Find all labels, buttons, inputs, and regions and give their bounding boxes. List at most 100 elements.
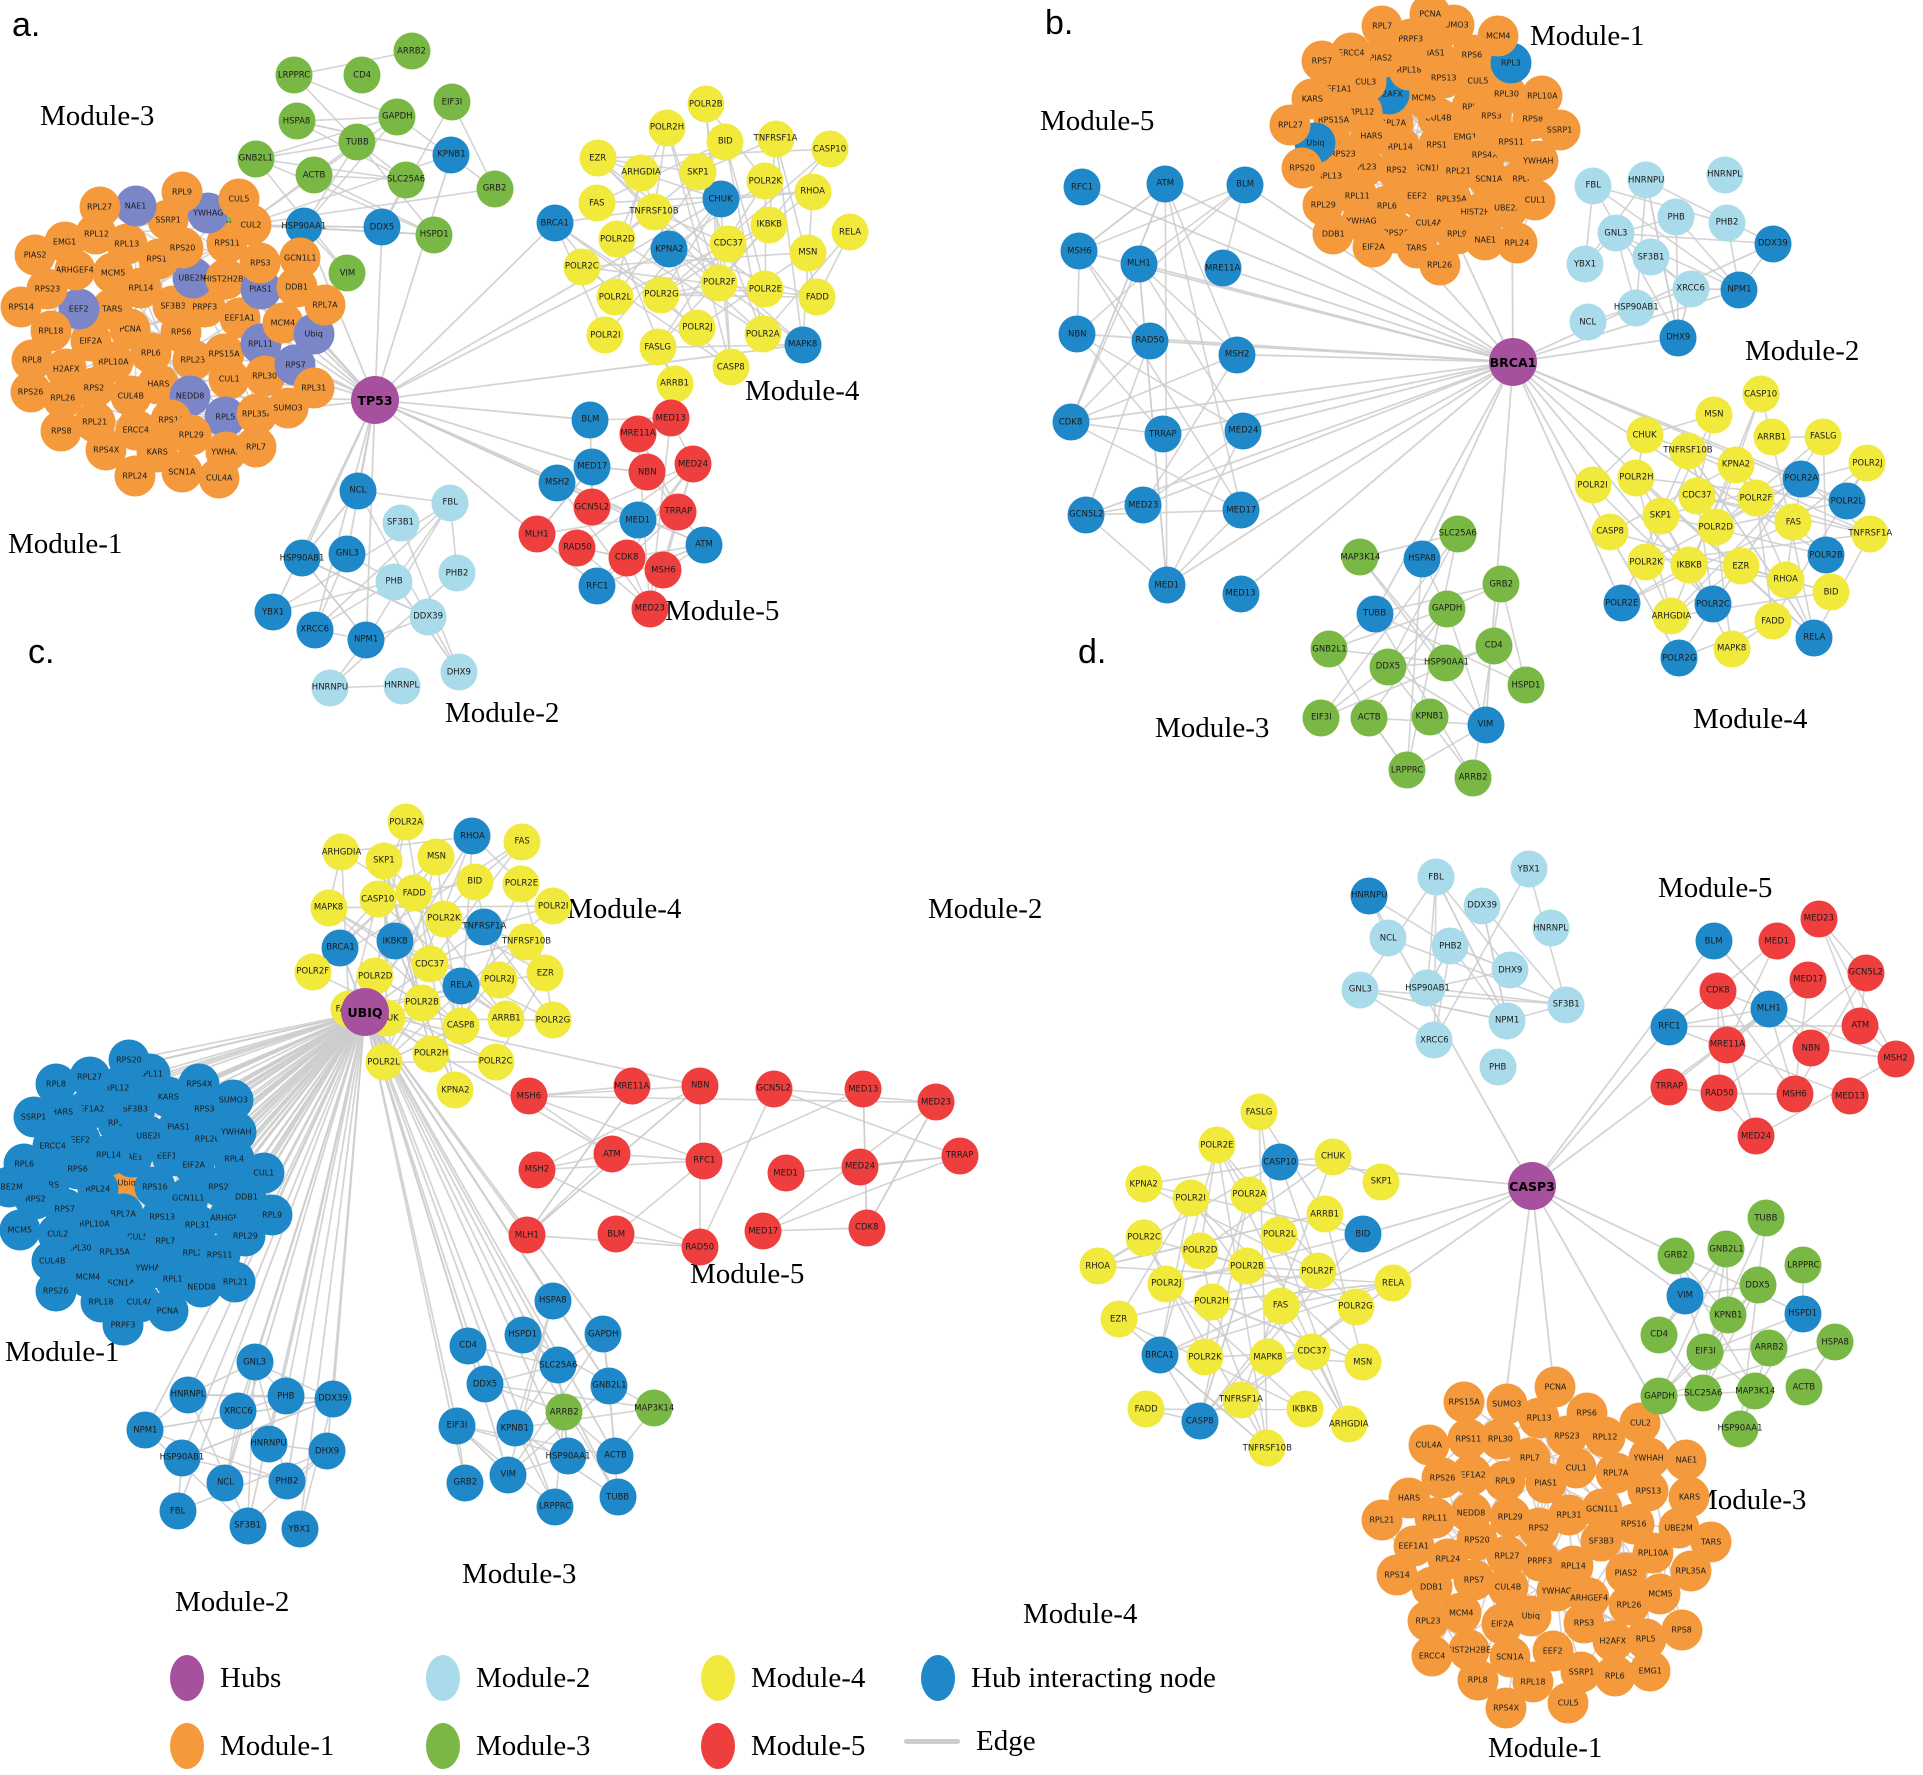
node-BRCA1[interactable]: BRCA1 bbox=[1141, 1336, 1179, 1374]
node-RFC1[interactable]: RFC1 bbox=[1063, 168, 1101, 206]
node-HSP90AB1[interactable]: HSP90AB1 bbox=[1405, 969, 1450, 1007]
node-POLR2L[interactable]: POLR2L bbox=[1260, 1216, 1298, 1254]
node-CD4[interactable]: CD4 bbox=[343, 56, 381, 94]
node-RAD50[interactable]: RAD50 bbox=[681, 1228, 719, 1266]
node-POLR2E[interactable]: POLR2E bbox=[746, 270, 784, 308]
node-MED13[interactable]: MED13 bbox=[1831, 1077, 1869, 1115]
node-RHOA[interactable]: RHOA bbox=[453, 817, 491, 855]
node-PCNA[interactable]: PCNA bbox=[1534, 1366, 1576, 1408]
node-XRCC6[interactable]: XRCC6 bbox=[219, 1392, 257, 1430]
node-FASLG[interactable]: FASLG bbox=[1804, 418, 1842, 455]
node-GAPDH[interactable]: GAPDH bbox=[1640, 1377, 1678, 1415]
node-ARRB2[interactable]: ARRB2 bbox=[1454, 759, 1492, 797]
node-GNB2L1[interactable]: GNB2L1 bbox=[237, 140, 275, 178]
node-GNL3[interactable]: GNL3 bbox=[1597, 214, 1635, 252]
node-EIF3I[interactable]: EIF3I bbox=[1686, 1333, 1724, 1371]
node-KPNB1[interactable]: KPNB1 bbox=[1411, 698, 1449, 736]
node-SUMO3[interactable]: SUMO3 bbox=[212, 1079, 254, 1121]
node-MRE11A[interactable]: MRE11A bbox=[613, 1067, 651, 1105]
node-HSPA8[interactable]: HSPA8 bbox=[1403, 540, 1441, 578]
node-DDB1[interactable]: DDB1 bbox=[1411, 1566, 1452, 1608]
node-KARS[interactable]: KARS bbox=[1668, 1476, 1710, 1518]
node-MED1[interactable]: MED1 bbox=[767, 1154, 805, 1192]
node-HNRNPL[interactable]: HNRNPL bbox=[383, 667, 421, 705]
node-LRPPRC[interactable]: LRPPRC bbox=[536, 1488, 574, 1526]
node-BLM[interactable]: BLM bbox=[597, 1215, 635, 1253]
node-MED13[interactable]: MED13 bbox=[844, 1070, 882, 1108]
node-RPL7[interactable]: RPL7 bbox=[1361, 5, 1403, 47]
node-MSH2[interactable]: MSH2 bbox=[518, 1151, 556, 1189]
node-HNRNPU[interactable]: HNRNPU bbox=[1627, 161, 1665, 199]
node-ARRB2[interactable]: ARRB2 bbox=[545, 1393, 583, 1431]
node-HSP90AB1[interactable]: HSP90AB1 bbox=[280, 539, 324, 577]
node-POLR2G[interactable]: POLR2G bbox=[534, 1001, 572, 1039]
node-POLR2K[interactable]: POLR2K bbox=[1627, 543, 1665, 581]
node-MED13[interactable]: MED13 bbox=[652, 399, 690, 437]
node-SF3B1[interactable]: SF3B1 bbox=[1547, 986, 1585, 1024]
node-BLM[interactable]: BLM bbox=[1226, 166, 1264, 204]
node-CUL5[interactable]: CUL5 bbox=[218, 178, 260, 220]
node-DDX5[interactable]: DDX5 bbox=[466, 1365, 504, 1403]
node-IKBKB[interactable]: IKBKB bbox=[1286, 1390, 1324, 1428]
node-MED23[interactable]: MED23 bbox=[631, 590, 669, 627]
node-POLR2F[interactable]: POLR2F bbox=[1299, 1252, 1337, 1290]
node-DDX5[interactable]: DDX5 bbox=[1739, 1266, 1777, 1304]
node-RPS7[interactable]: RPS7 bbox=[1301, 40, 1343, 82]
node-PHB[interactable]: PHB bbox=[1657, 198, 1695, 236]
node-HSPD1[interactable]: HSPD1 bbox=[415, 216, 453, 254]
node-GCN5L2[interactable]: GCN5L2 bbox=[755, 1070, 793, 1108]
node-DDX39[interactable]: DDX39 bbox=[1463, 887, 1501, 925]
node-ATM[interactable]: ATM bbox=[593, 1135, 631, 1173]
node-XRCC6[interactable]: XRCC6 bbox=[1672, 270, 1710, 308]
node-XRCC6[interactable]: XRCC6 bbox=[1415, 1021, 1453, 1059]
node-NBN[interactable]: NBN bbox=[628, 453, 666, 491]
node-FASLG[interactable]: FASLG bbox=[639, 328, 677, 366]
node-MSN[interactable]: MSN bbox=[1695, 396, 1733, 434]
node-POLR2K[interactable]: POLR2K bbox=[1186, 1338, 1224, 1376]
node-MED1[interactable]: MED1 bbox=[1148, 566, 1186, 604]
node-IKBKB[interactable]: IKBKB bbox=[750, 206, 788, 244]
node-ARHGDIA[interactable]: ARHGDIA bbox=[1329, 1405, 1369, 1443]
node-YBX1[interactable]: YBX1 bbox=[1566, 245, 1604, 283]
node-CASP8[interactable]: CASP8 bbox=[1181, 1402, 1219, 1440]
node-FBL[interactable]: FBL bbox=[431, 484, 469, 522]
node-DDX39[interactable]: DDX39 bbox=[1754, 225, 1792, 263]
node-EIF3I[interactable]: EIF3I bbox=[433, 83, 471, 121]
node-RPS11[interactable]: RPS11 bbox=[1447, 1418, 1489, 1460]
node-NEDD8[interactable]: NEDD8 bbox=[1450, 1492, 1492, 1534]
node-LRPPRC[interactable]: LRPPRC bbox=[1388, 751, 1426, 789]
node-GNB2L1[interactable]: GNB2L1 bbox=[1707, 1230, 1745, 1268]
node-DHX9[interactable]: DHX9 bbox=[1491, 951, 1529, 989]
node-EZR[interactable]: EZR bbox=[579, 139, 617, 177]
node-ATM[interactable]: ATM bbox=[1146, 165, 1184, 203]
node-POLR2I[interactable]: POLR2I bbox=[534, 887, 572, 925]
node-RPL29[interactable]: RPL29 bbox=[170, 414, 212, 456]
node-POLR2K[interactable]: POLR2K bbox=[746, 162, 784, 200]
node-POLR2B[interactable]: POLR2B bbox=[687, 85, 725, 123]
node-RFC1[interactable]: RFC1 bbox=[685, 1142, 723, 1180]
node-POLR2L[interactable]: POLR2L bbox=[1828, 482, 1866, 520]
node-HSPA8[interactable]: HSPA8 bbox=[278, 102, 316, 140]
node-CDC37[interactable]: CDC37 bbox=[411, 945, 449, 983]
node-PHB[interactable]: PHB bbox=[375, 563, 413, 601]
node-HSP90AA1[interactable]: HSP90AA1 bbox=[1717, 1410, 1762, 1448]
node-MED17[interactable]: MED17 bbox=[1789, 961, 1827, 999]
node-POLR2I[interactable]: POLR2I bbox=[586, 316, 624, 354]
node-RPL23[interactable]: RPL23 bbox=[1407, 1600, 1449, 1642]
node-MAP3K14[interactable]: MAP3K14 bbox=[634, 1389, 674, 1427]
node-GAPDH[interactable]: GAPDH bbox=[1428, 590, 1466, 628]
node-POLR2B[interactable]: POLR2B bbox=[1807, 536, 1845, 574]
node-RFC1[interactable]: RFC1 bbox=[1650, 1008, 1688, 1046]
node-SKP1[interactable]: SKP1 bbox=[365, 842, 403, 880]
node-DDX39[interactable]: DDX39 bbox=[314, 1380, 352, 1418]
node-RPL21[interactable]: RPL21 bbox=[1361, 1499, 1403, 1541]
node-CDK8[interactable]: CDK8 bbox=[848, 1209, 886, 1247]
node-HNRNPL[interactable]: HNRNPL bbox=[1532, 909, 1570, 947]
node-FAS[interactable]: FAS bbox=[503, 823, 541, 861]
node-ARRB1[interactable]: ARRB1 bbox=[656, 365, 694, 403]
node-POLR2C[interactable]: POLR2C bbox=[563, 248, 601, 286]
node-NBN[interactable]: NBN bbox=[1792, 1029, 1830, 1067]
node-FAS[interactable]: FAS bbox=[578, 184, 616, 222]
node-RAD50[interactable]: RAD50 bbox=[558, 529, 596, 567]
node-RPL30[interactable]: RPL30 bbox=[1479, 1418, 1521, 1460]
